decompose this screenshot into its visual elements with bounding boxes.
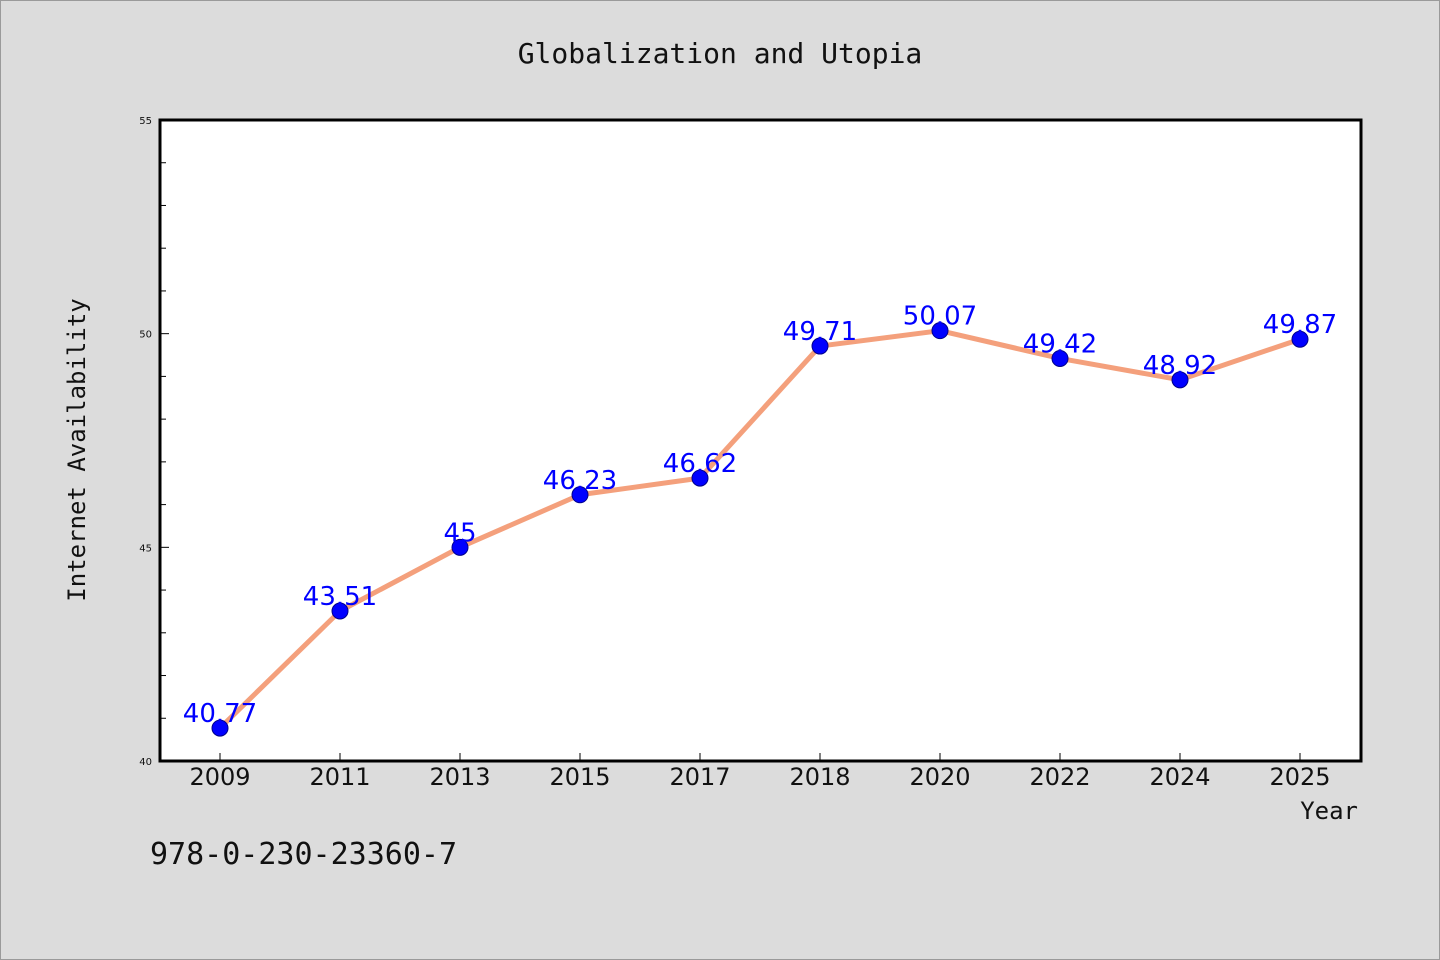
data-point [931,322,949,340]
series-group: 40.77 43.51 45 46.23 46.62 49.71 50.07 49.42 48.… [183,302,1337,737]
data-point [451,538,469,556]
y-tick-label: 55 [139,116,152,127]
data-point [331,602,349,620]
data-point [1291,330,1309,348]
data-label: 46.62 [663,449,737,479]
plot-area [158,118,1363,763]
x-tick-label: 2011 [309,763,370,791]
x-tick-label: 2013 [429,763,490,791]
data-point [211,719,229,737]
chart-title: Globalization and Utopia [518,37,923,70]
isbn-footer: 978-0-230-23360-7 [150,837,457,872]
data-point [1051,349,1069,367]
x-axis-ticks: 2009 2011 2013 2015 2017 2018 2020 2022 2024 2025 [189,753,1331,791]
series-line [217,328,1303,731]
y-tick-label: 50 [139,330,152,341]
x-tick-label: 2025 [1269,763,1330,791]
x-tick-label: 2017 [669,763,730,791]
data-label: 43.51 [303,582,377,612]
data-label: 40.77 [183,699,257,729]
y-tick-label: 40 [139,757,152,768]
data-label: 49.71 [783,317,857,347]
x-axis-label: Year [1300,797,1358,825]
data-label: 49.87 [1263,310,1337,340]
data-label: 49.42 [1023,329,1097,359]
data-label: 45 [443,518,476,548]
data-point [691,469,709,487]
y-tick-label: 45 [139,543,152,554]
x-tick-label: 2015 [549,763,610,791]
x-tick-label: 2020 [909,763,970,791]
data-point [571,486,589,504]
y-axis-ticks: 40 45 50 55 [139,116,169,768]
x-tick-label: 2009 [189,763,250,791]
data-label: 48.92 [1143,351,1217,381]
x-tick-label: 2018 [789,763,850,791]
y-axis-label: Internet Availability [63,298,91,601]
data-point [1171,371,1189,389]
data-point [811,337,829,355]
x-tick-label: 2024 [1149,763,1210,791]
data-label: 46.23 [543,466,617,496]
data-label: 50.07 [903,302,977,332]
x-tick-label: 2022 [1029,763,1090,791]
